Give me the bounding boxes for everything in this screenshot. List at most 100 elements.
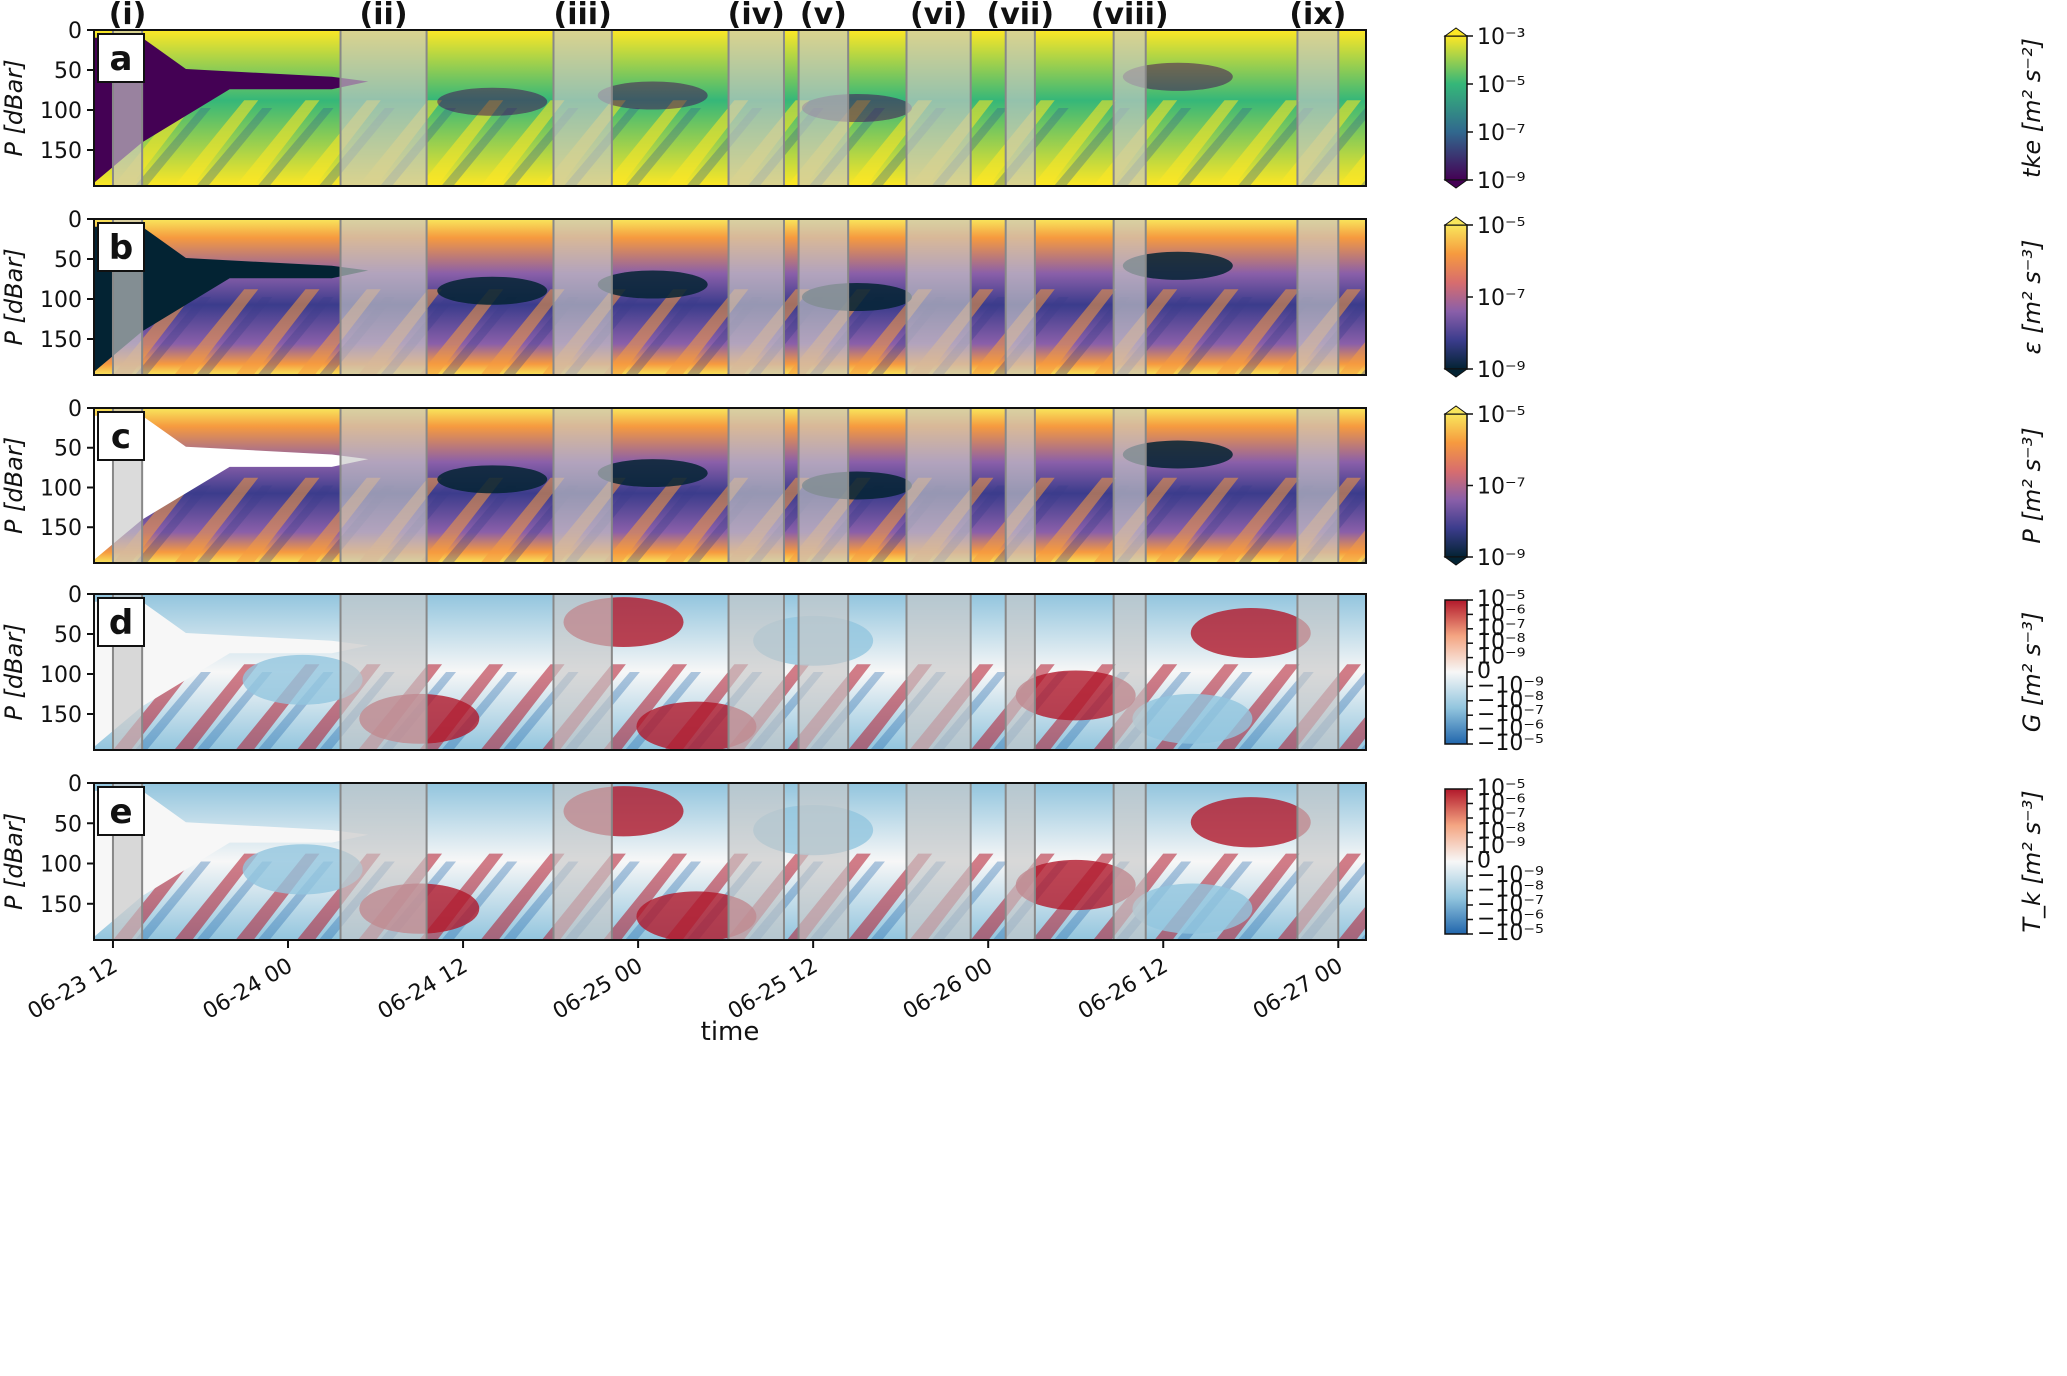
- shaded-interval: [728, 219, 784, 375]
- wave-beam: [480, 100, 565, 186]
- low-value-patch: [597, 270, 708, 299]
- shaded-interval: [906, 408, 971, 563]
- colorbar-tick-label: 10⁻⁵: [1477, 776, 1525, 801]
- interval-label: (i): [109, 0, 147, 32]
- wave-beam: [603, 100, 688, 186]
- wave-beam-dark: [257, 485, 334, 563]
- shaded-interval: [340, 408, 427, 563]
- interval-label: (iv): [728, 0, 785, 32]
- shaded-interval: [1113, 219, 1146, 375]
- colorbar-title: T_k [m² s⁻³]: [2018, 790, 2046, 932]
- wave-beam: [174, 289, 259, 375]
- wave-beam-dark: [441, 297, 518, 375]
- wave-beam-dark: [625, 485, 702, 563]
- sign-patch: [636, 891, 757, 940]
- wave-beam-dark: [1237, 485, 1314, 563]
- shaded-interval: [340, 219, 427, 375]
- shaded-interval: [728, 408, 784, 563]
- wave-beam-dark: [134, 297, 211, 375]
- panel-c: c 0 50 100 150 P [dBar]: [0, 397, 1367, 564]
- colorbar-tick-label: −10⁻⁹: [1477, 673, 1544, 698]
- wave-beam-dark: [257, 108, 334, 186]
- panel-letter-box: [97, 411, 145, 461]
- wave-beam-dark: [1360, 179, 1366, 186]
- colorbar-extend-min: [1443, 368, 1469, 378]
- shaded-interval: [906, 594, 971, 750]
- wave-beam: [1154, 477, 1239, 563]
- y-axis-label: P [dBar]: [0, 248, 28, 345]
- wave-beam: [1338, 716, 1366, 750]
- wave-beam: [480, 664, 565, 750]
- colorbar-extend-max: [1443, 27, 1469, 37]
- wave-beam: [235, 289, 320, 375]
- panel-letter-box: [97, 786, 145, 836]
- shaded-interval: [1297, 594, 1339, 750]
- low-value-patch: [437, 276, 548, 305]
- wave-beam: [480, 289, 565, 375]
- wave-beam-dark: [134, 485, 211, 563]
- colorbar-tick-label: 10⁻⁵: [1477, 403, 1525, 428]
- wave-beam: [235, 100, 320, 186]
- quiescent-region: [94, 790, 369, 937]
- x-axis-label: time: [701, 1017, 760, 1047]
- colorbar-tick-label: 10⁻⁶: [1477, 791, 1526, 816]
- y-axis-label: P [dBar]: [0, 813, 28, 910]
- wave-beam: [1215, 100, 1300, 186]
- colorbar-tick-label: 10⁻⁷: [1477, 121, 1525, 146]
- wave-beam-dark: [134, 861, 211, 940]
- colorbar-tick-label: 0: [1477, 659, 1491, 684]
- shaded-interval: [1005, 30, 1035, 186]
- wave-beam-dark: [134, 672, 211, 750]
- interval-label: (iii): [554, 0, 612, 32]
- heatmap-field-b: [94, 219, 1366, 375]
- wave-beam-dark: [1360, 368, 1366, 375]
- wave-beam: [1338, 152, 1366, 186]
- interval-label: (ix): [1289, 0, 1346, 32]
- wave-beam: [1031, 100, 1116, 186]
- wave-beam: [1338, 905, 1366, 940]
- colorbar-title: tke [m² s⁻²]: [2018, 38, 2046, 178]
- shaded-interval: [1005, 594, 1035, 750]
- wave-beam-dark: [441, 485, 518, 563]
- y-tick-label: 50: [54, 248, 82, 273]
- wave-beam: [1338, 341, 1366, 375]
- shaded-interval: [340, 783, 427, 940]
- y-tick-label: 150: [40, 703, 82, 728]
- interval-label: (viii): [1091, 0, 1169, 32]
- shaded-interval: [1297, 783, 1339, 940]
- wave-beam-dark: [1237, 297, 1314, 375]
- axes-frame: [93, 218, 1367, 376]
- wave-beam-dark: [625, 108, 702, 186]
- colorbar-title: P [m² s⁻³]: [2018, 427, 2046, 543]
- wave-beam-dark: [1360, 556, 1366, 563]
- shaded-interval: [798, 30, 849, 186]
- axes-frame: [93, 29, 1367, 187]
- low-value-patch: [437, 87, 548, 116]
- colorbar-tick-label: 10⁻⁸: [1477, 630, 1526, 655]
- shaded-interval: [798, 219, 849, 375]
- wave-beam: [664, 289, 749, 375]
- panel-letter: e: [109, 792, 132, 832]
- x-tick-label: 06-26 00: [899, 954, 997, 1025]
- colorbar-tick-label: 10⁻⁷: [1477, 475, 1525, 500]
- colorbar-tick-label: −10⁻⁶: [1477, 907, 1544, 932]
- sign-patch: [1015, 670, 1136, 721]
- colorbar-tick-label: −10⁻⁹: [1477, 863, 1544, 888]
- shaded-interval: [1113, 408, 1146, 563]
- colorbar-tick-label: 10⁻³: [1477, 25, 1525, 50]
- colorbar-tick-label: −10⁻⁶: [1477, 717, 1544, 742]
- colorbar-tick-label: −10⁻⁵: [1477, 921, 1544, 946]
- shaded-interval: [1113, 783, 1146, 940]
- shaded-interval: [553, 408, 612, 563]
- colorbar-tick-label: 10⁻⁵: [1477, 73, 1525, 98]
- colorbar-tick-label: 10⁻⁷: [1477, 286, 1525, 311]
- shaded-interval: [553, 30, 612, 186]
- wave-beam-dark: [196, 485, 273, 563]
- colorbar-tick-label: 0: [1477, 849, 1491, 874]
- wave-beam-dark: [1176, 108, 1253, 186]
- wave-beam-dark: [1176, 485, 1253, 563]
- colorbar-title: ε [m² s⁻³]: [2018, 240, 2046, 355]
- wave-beam: [419, 289, 504, 375]
- wave-beam-dark: [196, 108, 273, 186]
- colorbar-tick-label: −10⁻⁵: [1477, 731, 1544, 756]
